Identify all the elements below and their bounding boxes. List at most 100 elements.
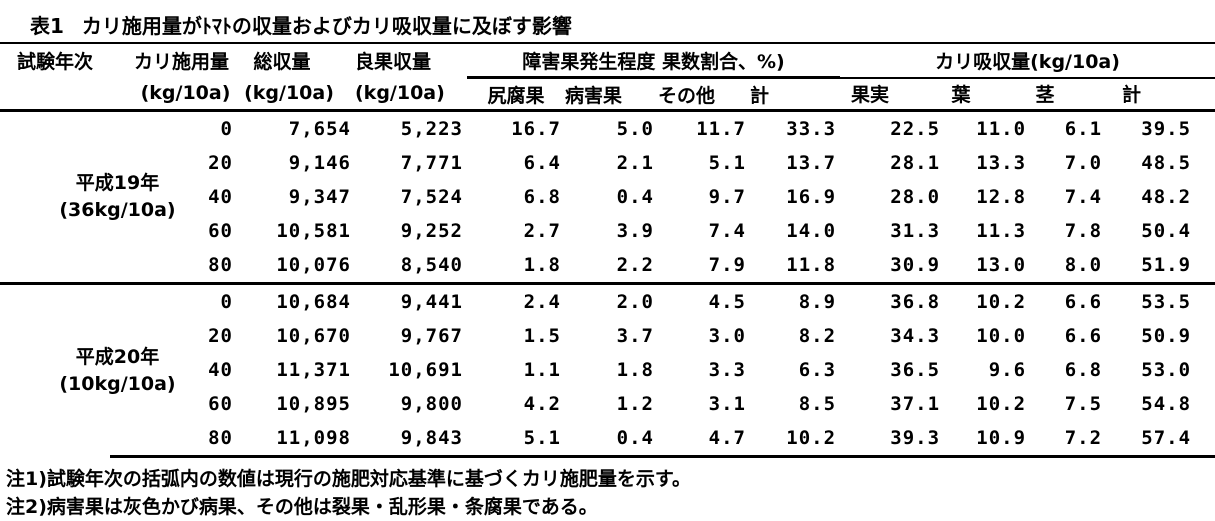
footnotes: 注1)試験年次の括弧内の数値は現行の施肥対応基準に基づくカリ施肥量を示す。 注2… <box>0 458 1215 521</box>
unit-good-yield: (kg/10a) <box>355 77 467 112</box>
data-cell: 80 <box>208 254 233 276</box>
table-row: 60 10,895 9,800 4.2 1.2 3.1 8.5 37.1 10.2 7.5 54.8 <box>0 387 1215 421</box>
data-cell: 3.7 <box>616 325 654 347</box>
data-cell: 5,223 <box>400 118 463 140</box>
data-cell: 40 <box>208 186 233 208</box>
data-cell: 7.2 <box>1030 421 1107 458</box>
data-cell: 10.2 <box>944 282 1031 319</box>
data-cell: 10,670 <box>276 325 351 347</box>
data-cell: 11.8 <box>786 254 837 276</box>
data-cell: 8,540 <box>400 254 463 276</box>
table-body: 平成19年 (36kg/10a) 0 7,654 5,223 16.7 5.0 11.7 33.… <box>0 111 1215 458</box>
header-row-2: (kg/10a) (kg/10a) (kg/10a) 尻腐果 病害果 その他 計… <box>0 77 1215 112</box>
data-cell: 50.9 <box>1141 325 1192 347</box>
data-cell: 20 <box>208 325 233 347</box>
data-cell: 8.0 <box>1064 254 1103 276</box>
data-cell: 51.9 <box>1141 254 1192 276</box>
data-cell: 2.4 <box>467 282 565 319</box>
data-cell: 50.4 <box>1141 220 1192 242</box>
data-cell: 7.5 <box>1064 393 1103 415</box>
data-cell: 10.0 <box>976 325 1027 347</box>
data-cell: 7,771 <box>400 152 463 174</box>
data-cell: 37.1 <box>890 393 941 415</box>
data-cell: 54.8 <box>1141 393 1192 415</box>
data-cell: 11.7 <box>696 118 746 140</box>
data-cell: 1.1 <box>523 359 561 381</box>
data-cell: 36.8 <box>840 282 945 319</box>
data-cell: 2.0 <box>565 282 658 319</box>
table-row: 20 10,670 9,767 1.5 3.7 3.0 8.2 34.3 10.0 6.6 50.9 <box>0 319 1215 353</box>
data-cell: 7.0 <box>1064 152 1103 174</box>
data-cell: 60 <box>208 220 233 242</box>
col-subheader-other: その他 <box>658 77 750 112</box>
data-cell: 1.2 <box>616 393 654 415</box>
data-cell: 2.7 <box>523 220 561 242</box>
col-header-year: 試験年次 <box>16 51 93 74</box>
data-cell: 10.2 <box>976 393 1027 415</box>
unit-k-applied: (kg/10a) <box>110 77 237 112</box>
data-cell: 2.2 <box>616 254 654 276</box>
data-cell: 10,076 <box>276 254 351 276</box>
data-cell: 10.2 <box>750 421 841 458</box>
data-cell: 13.7 <box>786 152 837 174</box>
data-cell: 6.4 <box>523 152 561 174</box>
table-row: 40 11,371 10,691 1.1 1.8 3.3 6.3 36.5 9.6 6.8 53.0 <box>0 353 1215 387</box>
data-cell: 33.3 <box>786 118 837 140</box>
table-row: 20 9,146 7,771 6.4 2.1 5.1 13.7 28.1 13.3 7.0 48.5 <box>0 146 1215 180</box>
col-subheader-empty <box>0 77 110 112</box>
col-subheader-damaged-total: 計 <box>750 77 841 112</box>
data-cell: 2.1 <box>616 152 654 174</box>
data-cell: 7.8 <box>1064 220 1103 242</box>
data-cell: 80 <box>110 421 237 458</box>
data-cell: 9,252 <box>400 220 463 242</box>
data-cell: 13.3 <box>976 152 1027 174</box>
table-row: 60 10,581 9,252 2.7 3.9 7.4 14.0 31.3 11.3 7.8 50.… <box>0 214 1215 248</box>
data-table: 試験年次 カリ施用量 総収量 良果収量 障害果発生程度 果数割合、%) カリ吸収… <box>0 44 1215 458</box>
data-cell: 30.9 <box>890 254 941 276</box>
data-cell: 8.2 <box>798 325 837 347</box>
data-cell: 16.7 <box>511 118 561 140</box>
data-cell: 0.4 <box>565 421 658 458</box>
group-header-damaged-fruit: 障害果発生程度 果数割合、%) <box>467 44 841 79</box>
data-cell: 12.8 <box>976 186 1027 208</box>
table-row: 平成20年 (10kg/10a) 0 10,684 9,441 2.4 2.0 4.5 8.9 3… <box>0 282 1215 457</box>
table-row: 平成19年 (36kg/10a) 0 7,654 5,223 16.7 5.0 11.7 33.… <box>0 111 1215 221</box>
year-rate-note: (36kg/10a) <box>59 199 176 221</box>
data-cell: 6.8 <box>1064 359 1103 381</box>
data-cell: 3.1 <box>708 393 746 415</box>
data-cell: 48.2 <box>1141 186 1192 208</box>
data-cell: 7.9 <box>708 254 746 276</box>
data-cell: 3.3 <box>708 359 746 381</box>
data-cell: 6.8 <box>523 186 561 208</box>
data-cell: 39.5 <box>1141 118 1192 140</box>
table-row: 80 10,076 8,540 1.8 2.2 7.9 11.8 30.9 13.0 8.0 51.… <box>0 248 1215 284</box>
data-cell: 10,691 <box>388 359 463 381</box>
data-cell: 6.1 <box>1064 118 1103 140</box>
data-cell: 0 <box>220 118 233 140</box>
data-cell: 3.0 <box>708 325 746 347</box>
data-cell: 9,441 <box>355 282 467 319</box>
data-cell: 9.6 <box>988 359 1027 381</box>
data-cell: 5.1 <box>467 421 565 458</box>
data-cell: 7,524 <box>400 186 463 208</box>
data-cell: 57.4 <box>1106 421 1215 458</box>
data-cell: 10,895 <box>276 393 351 415</box>
data-cell: 11,098 <box>237 421 355 458</box>
data-cell: 9,767 <box>400 325 463 347</box>
col-header-k-applied: カリ施用量 <box>133 51 229 74</box>
data-cell: 4.2 <box>523 393 561 415</box>
data-cell: 39.3 <box>840 421 945 458</box>
data-cell: 5.0 <box>616 118 654 140</box>
footnote-1: 注1)試験年次の括弧内の数値は現行の施肥対応基準に基づくカリ施肥量を示す。 <box>6 468 692 490</box>
col-subheader-diseased-fruit: 病害果 <box>565 77 658 112</box>
group-header-k-uptake: カリ吸収量(kg/10a) <box>840 44 1215 79</box>
data-cell: 16.9 <box>786 186 837 208</box>
data-cell: 9,843 <box>355 421 467 458</box>
data-cell: 53.5 <box>1106 282 1215 319</box>
unit-total-yield: (kg/10a) <box>237 77 355 112</box>
data-cell: 4.7 <box>658 421 750 458</box>
year-label: 平成20年 <box>75 346 160 369</box>
data-cell: 6.6 <box>1030 282 1107 319</box>
data-cell: 3.9 <box>616 220 654 242</box>
data-cell: 28.0 <box>890 186 941 208</box>
